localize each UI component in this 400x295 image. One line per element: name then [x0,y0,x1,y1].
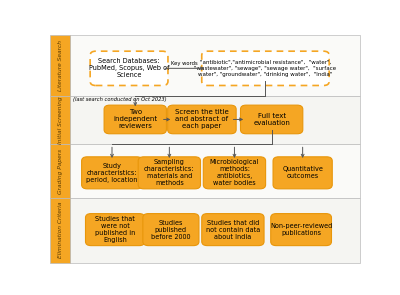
Text: Studies
published
before 2000: Studies published before 2000 [151,219,191,240]
Bar [50,35,70,96]
Text: Non-peer-reviewed
publications: Non-peer-reviewed publications [270,223,332,236]
FancyBboxPatch shape [240,105,303,134]
Text: Quantitative
outcomes: Quantitative outcomes [282,166,323,179]
Bar [50,96,70,145]
FancyBboxPatch shape [203,157,266,189]
Bar [70,198,360,263]
Bar [50,145,70,198]
FancyBboxPatch shape [138,157,200,189]
Bar [70,145,360,198]
FancyBboxPatch shape [202,51,329,86]
Text: Studies that did
not contain data
about India: Studies that did not contain data about … [206,219,260,240]
Text: Studies that
were not
published in
English: Studies that were not published in Engli… [95,216,135,243]
Bar [70,96,360,145]
FancyBboxPatch shape [104,105,166,134]
Text: Literature Search: Literature Search [58,40,62,91]
Text: Microbiological
methods:
antibiotics,
water bodies: Microbiological methods: antibiotics, wa… [210,159,259,186]
Text: (last search conducted on Oct 2023): (last search conducted on Oct 2023) [73,97,167,102]
FancyBboxPatch shape [143,214,199,246]
FancyBboxPatch shape [82,157,142,189]
FancyBboxPatch shape [271,214,332,246]
Text: "antibiotic","antimicrobial resistance",  "water",
"wastewater", "sewage", "sewa: "antibiotic","antimicrobial resistance",… [194,60,336,77]
Text: Study
characteristics:
period, location: Study characteristics: period, location [86,163,138,183]
Text: Elimination Criteria: Elimination Criteria [58,202,62,258]
FancyBboxPatch shape [86,214,145,246]
FancyBboxPatch shape [90,51,168,86]
Text: Screen the title
and abstract of
each paper: Screen the title and abstract of each pa… [175,109,229,130]
Text: Initial Screening: Initial Screening [58,96,62,144]
Text: Full text
evaluation: Full text evaluation [253,113,290,126]
Text: Search Databases:
PubMed, Scopus, Web of
Science: Search Databases: PubMed, Scopus, Web of… [89,58,169,78]
FancyBboxPatch shape [273,157,332,189]
Text: Sampling
characteristics:
materials and
methods: Sampling characteristics: materials and … [144,159,195,186]
FancyBboxPatch shape [202,214,264,246]
Text: Key words: Key words [172,60,198,65]
FancyBboxPatch shape [168,105,236,134]
Bar [70,35,360,96]
Text: Grading Papers: Grading Papers [58,149,62,194]
Text: Two
independent
reviewers: Two independent reviewers [113,109,157,130]
Bar [50,198,70,263]
